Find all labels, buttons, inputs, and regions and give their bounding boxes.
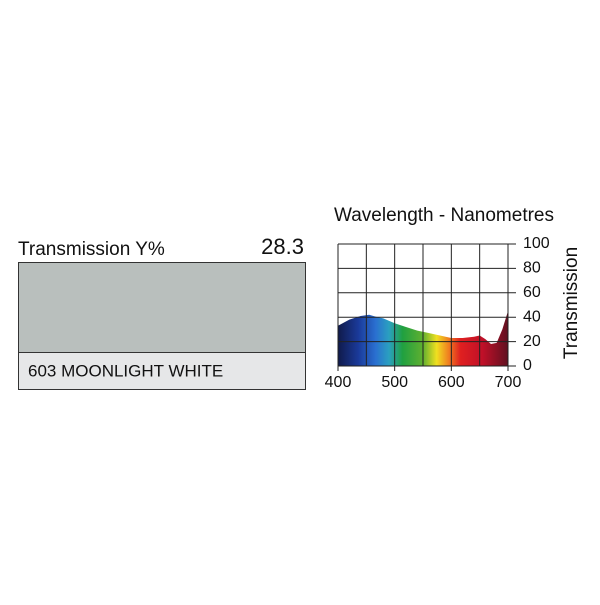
x-tick-label: 700 bbox=[495, 374, 522, 391]
y-axis-label: Transmission bbox=[561, 247, 582, 359]
y-tick-label: 20 bbox=[523, 333, 541, 350]
swatch-name-box bbox=[18, 352, 306, 390]
y-tick-label: 60 bbox=[523, 284, 541, 301]
swatch-value: 28.3 bbox=[261, 234, 304, 259]
swatch-name: 603 MOONLIGHT WHITE bbox=[28, 361, 223, 380]
x-tick-label: 400 bbox=[325, 374, 352, 391]
y-tick-label: 0 bbox=[523, 357, 532, 374]
y-tick-label: 40 bbox=[523, 308, 541, 325]
swatch-label: Transmission Y% bbox=[18, 239, 165, 260]
swatch-color bbox=[18, 262, 306, 353]
chart-title: Wavelength - Nanometres bbox=[334, 205, 554, 226]
x-tick-label: 600 bbox=[438, 374, 465, 391]
x-tick-label: 500 bbox=[381, 374, 408, 391]
y-tick-label: 80 bbox=[523, 260, 541, 277]
y-tick-label: 100 bbox=[523, 235, 550, 252]
